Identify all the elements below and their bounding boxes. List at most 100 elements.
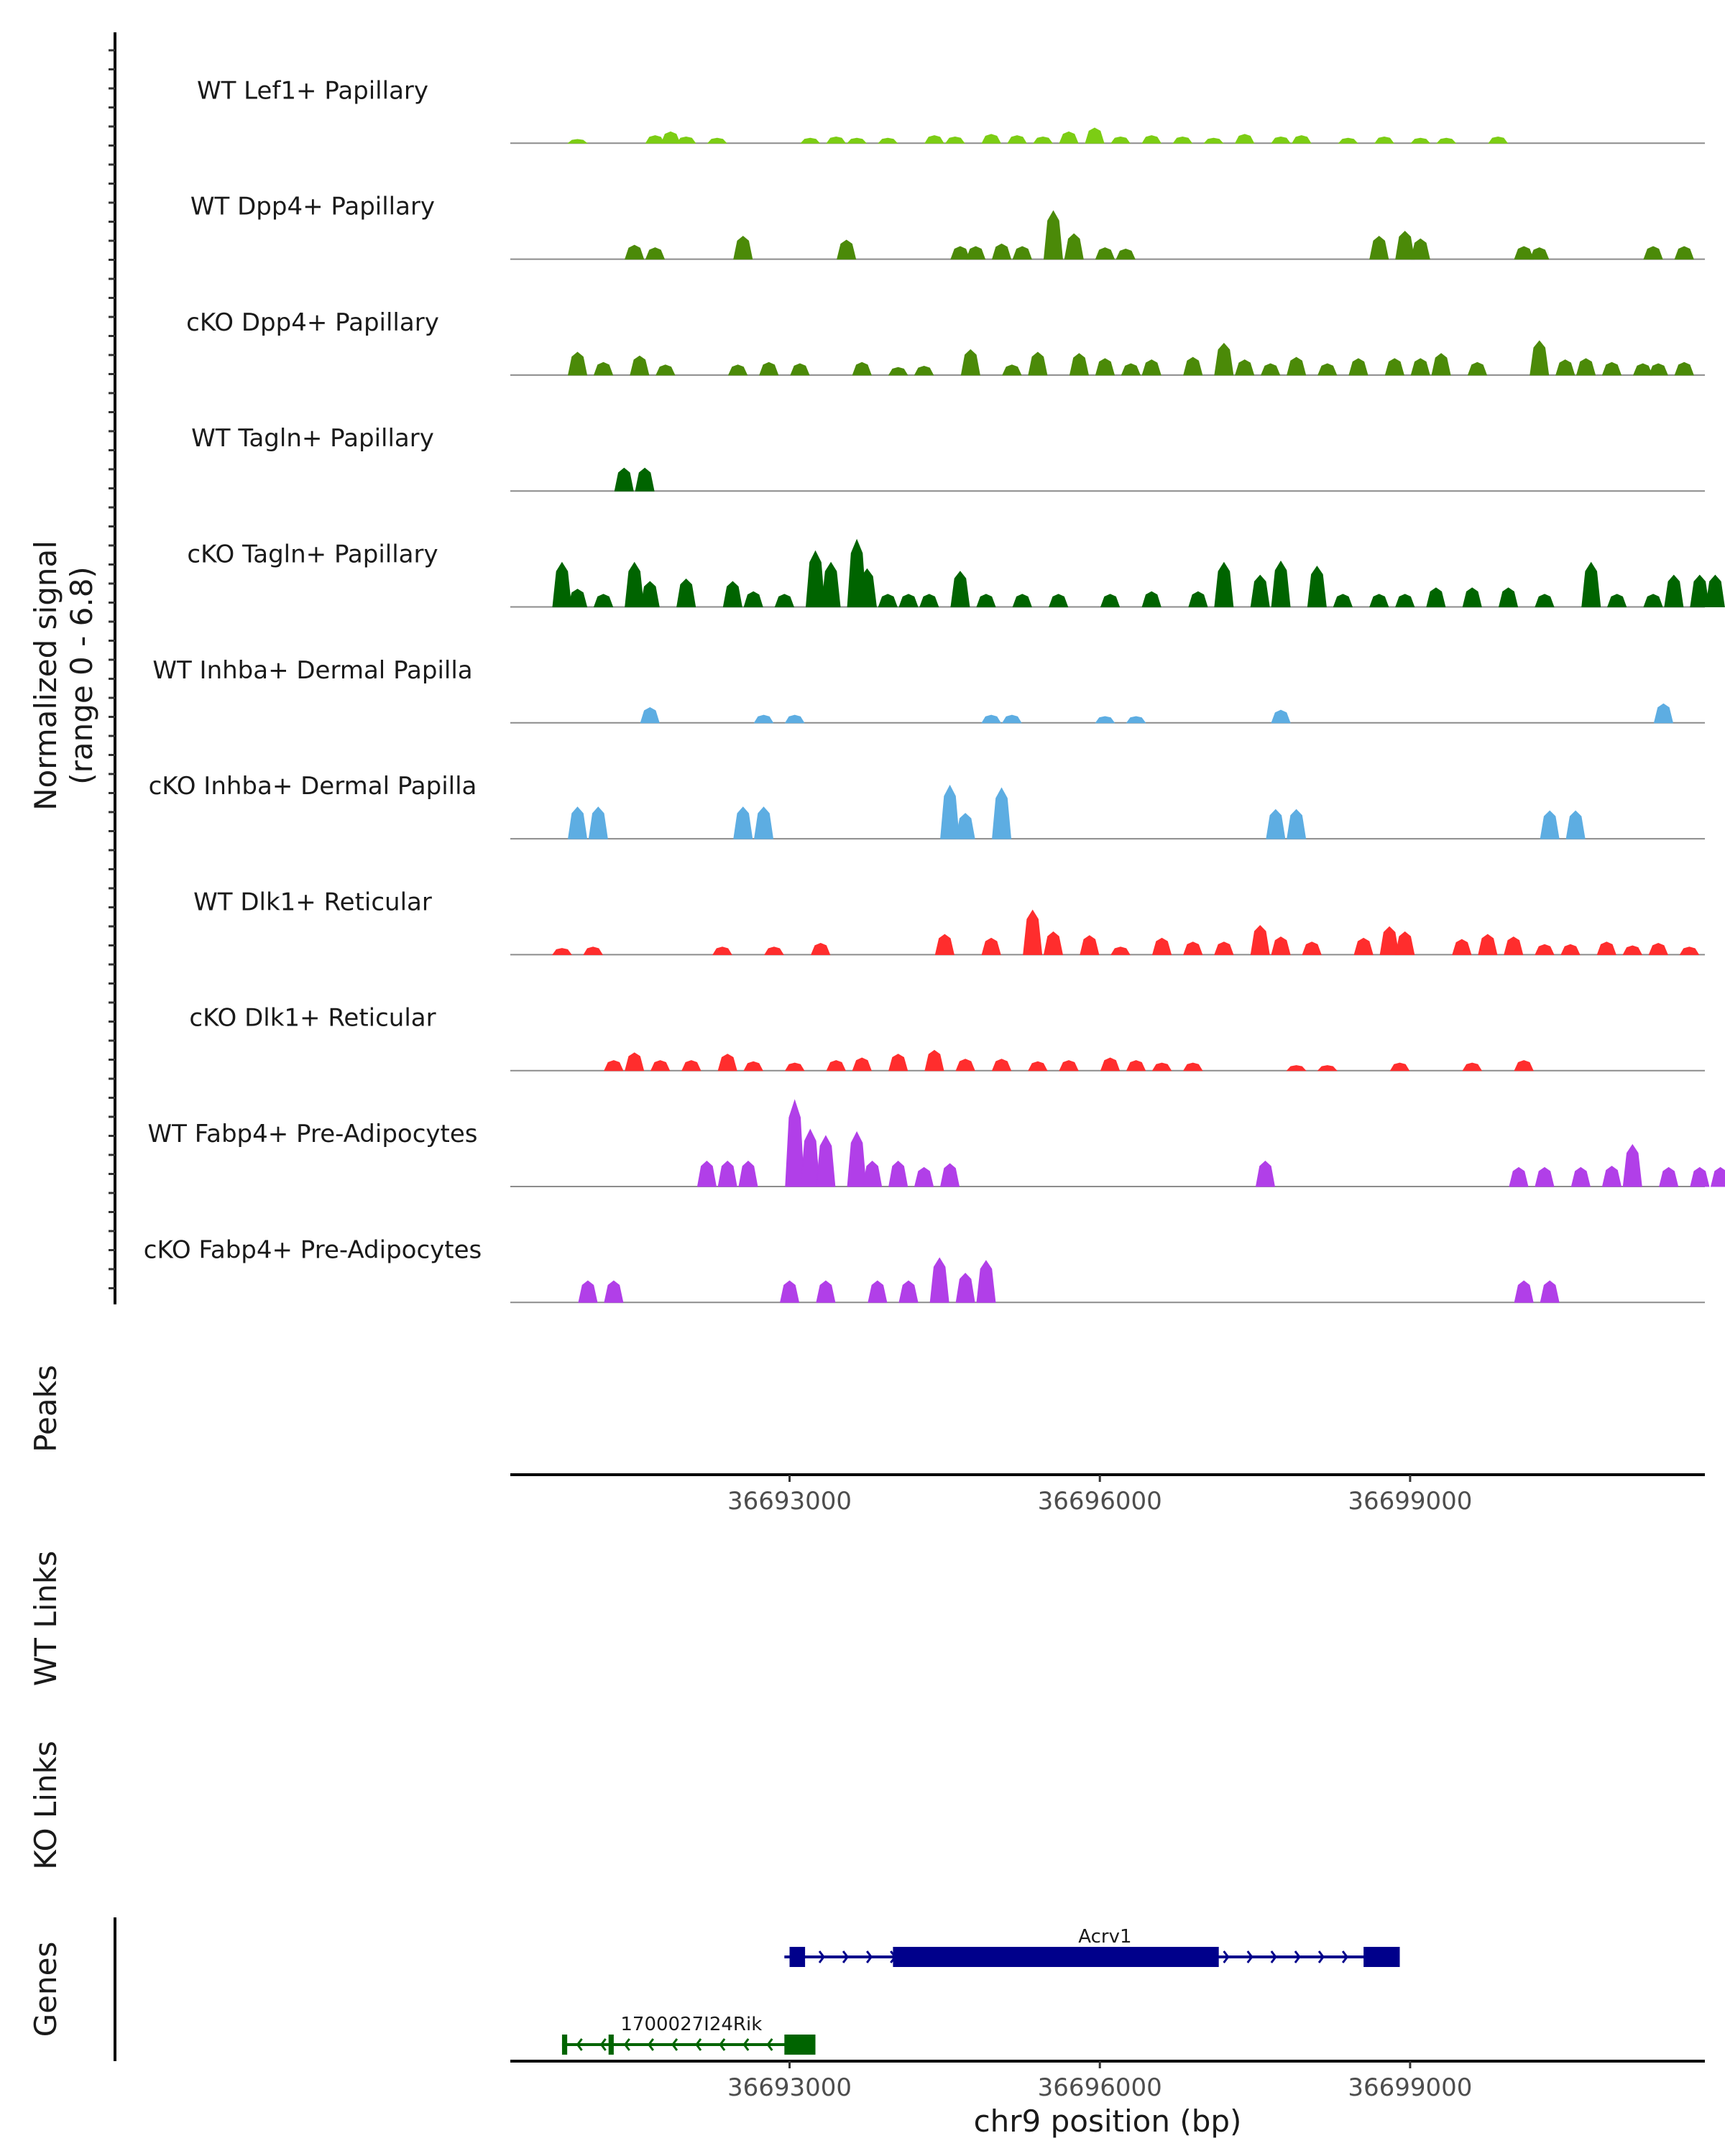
coverage-peak — [1643, 594, 1663, 607]
coverage-peak — [991, 243, 1012, 260]
coverage-peak — [1234, 134, 1255, 144]
coverage-peak — [774, 594, 795, 607]
wt-links-label: WT Links — [28, 1551, 63, 1686]
coverage-peak — [1126, 716, 1146, 724]
coverage-peak — [847, 1130, 867, 1187]
x-tick-label: 36699000 — [1348, 1487, 1472, 1516]
coverage-peak — [1043, 210, 1063, 260]
coverage-peak — [898, 594, 919, 607]
x-tick-label: 36696000 — [1038, 2073, 1162, 2102]
coverage-peak — [826, 136, 847, 144]
coverage-peak — [1690, 1166, 1710, 1187]
coverage-peak — [717, 1161, 737, 1187]
coverage-peak — [976, 594, 996, 607]
coverage-peak — [630, 355, 650, 376]
coverage-peak — [944, 136, 965, 144]
coverage-peak — [625, 1052, 645, 1072]
coverage-peak — [753, 714, 774, 724]
coverage-peak — [800, 1128, 820, 1187]
coverage-peak — [1095, 358, 1116, 376]
coverage-peak — [1452, 939, 1472, 955]
x-tick-label: 36696000 — [1038, 1487, 1162, 1516]
coverage-peak — [1260, 363, 1281, 376]
coverage-peak — [1601, 361, 1622, 376]
coverage-peak — [1286, 1065, 1307, 1072]
coverage-peak — [1317, 363, 1338, 376]
coverage-peak — [1509, 1166, 1529, 1187]
coverage-peak — [1095, 716, 1116, 724]
coverage-peak — [981, 937, 1001, 955]
coverage-peak — [1369, 236, 1389, 260]
coverage-peak — [1116, 248, 1136, 260]
coverage-peak — [1555, 359, 1576, 376]
coverage-peak — [1028, 1061, 1048, 1072]
coverage-peak — [567, 351, 588, 376]
strand-arrow — [865, 1950, 873, 1963]
peaks-x-ticks: 36693000 36696000 36699000 — [727, 1475, 1472, 1516]
coverage-peak — [857, 568, 877, 607]
track-label: cKO Dlk1+ Reticular — [189, 1004, 436, 1033]
coverage-peak — [1182, 1062, 1203, 1072]
coverage-peak — [1705, 574, 1725, 607]
coverage-peak — [1622, 1143, 1642, 1187]
coverage-peak — [754, 806, 774, 839]
coverage-peak — [1498, 587, 1519, 607]
coverage-peak — [1581, 561, 1601, 607]
track-label: WT Dpp4+ Papillary — [190, 193, 435, 221]
strand-arrow — [1223, 1950, 1230, 1963]
coverage-peak — [810, 942, 831, 955]
coverage-peak — [1596, 941, 1616, 955]
coverage-peak — [852, 361, 872, 376]
coverage-peak — [738, 1161, 758, 1187]
coverage-peak — [960, 349, 980, 376]
coverage-peak — [614, 467, 634, 492]
coverage-peak — [625, 244, 645, 260]
track-label: cKO Inhba+ Dermal Papilla — [149, 772, 477, 801]
strand-arrow — [842, 1950, 849, 1963]
coverage-peak — [696, 1161, 717, 1187]
coverage-peak — [645, 247, 666, 260]
coverage-peak — [940, 784, 960, 839]
coverage-peak — [1384, 358, 1404, 376]
coverage-peak — [784, 1062, 805, 1072]
coverage-peak — [1141, 591, 1162, 607]
coverage-peak — [1431, 353, 1451, 376]
coverage-peak — [1601, 1166, 1622, 1187]
coverage-peak — [727, 364, 748, 376]
coverage-peak — [934, 934, 954, 955]
coverage-peak — [1271, 709, 1291, 724]
coverage-peak — [919, 594, 939, 607]
coverage-peak — [1266, 808, 1286, 839]
coverage-peak — [1151, 937, 1172, 955]
coverage-peak — [1622, 945, 1643, 955]
coverage-peak — [1338, 137, 1358, 144]
strand-arrow — [599, 2038, 607, 2051]
coverage-peak — [1576, 358, 1596, 376]
coverage-peak — [929, 1257, 949, 1303]
coverage-peak — [1203, 137, 1224, 144]
coverage-peak — [1478, 934, 1498, 955]
coverage-peak — [1514, 1280, 1534, 1303]
coverage-peak — [1488, 136, 1509, 144]
coverage-peak — [625, 561, 645, 607]
gene-exon — [784, 2035, 816, 2055]
coverage-peak — [790, 363, 810, 376]
peaks-track-label: Peaks — [28, 1365, 63, 1452]
signal-y-ticks — [109, 49, 115, 1289]
coverage-peak — [1333, 594, 1353, 607]
coverage-peak — [1151, 1062, 1172, 1072]
coverage-peak — [681, 1060, 702, 1072]
coverage-peak — [1141, 135, 1162, 144]
strand-arrow — [671, 2038, 678, 2051]
gene-name: 1700027I24Rik — [620, 2014, 762, 2035]
coverage-peak — [1307, 566, 1327, 607]
coverage-peak — [924, 135, 944, 144]
track-label: cKO Dpp4+ Papillary — [186, 308, 439, 337]
coverage-peak — [1379, 926, 1399, 955]
coverage-peak — [888, 1161, 908, 1187]
coverage-peak — [1048, 594, 1069, 607]
coverage-peak — [1659, 1166, 1679, 1187]
coverage-peak — [1250, 574, 1270, 607]
coverage-peak — [1214, 343, 1234, 376]
